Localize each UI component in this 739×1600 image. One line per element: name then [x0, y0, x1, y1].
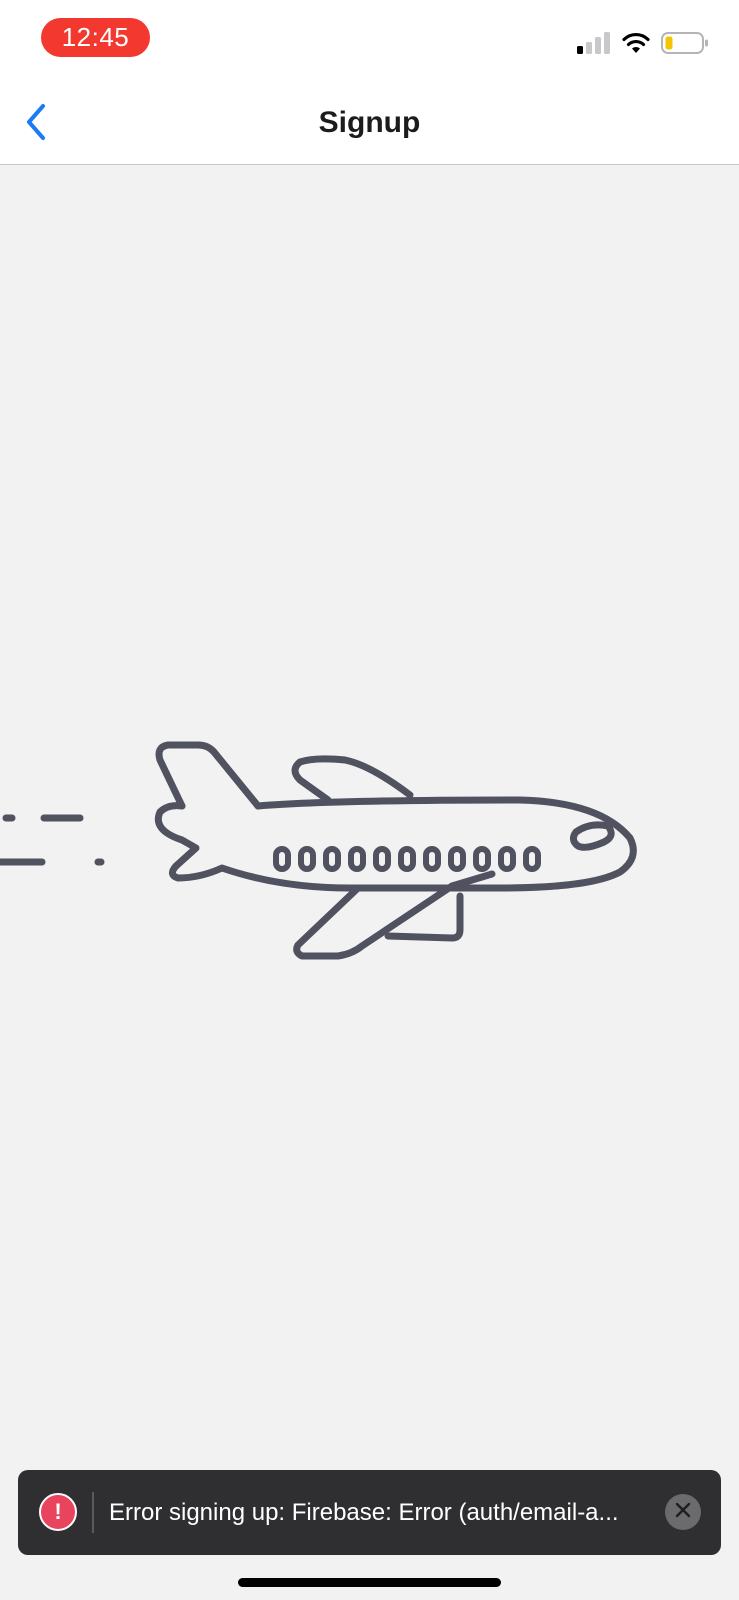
- battery-low-icon: [661, 31, 709, 60]
- back-button[interactable]: [14, 102, 58, 146]
- status-bar: 12:45: [0, 0, 739, 84]
- status-icons: [577, 30, 709, 60]
- page-title: Signup: [318, 106, 421, 139]
- wifi-icon: [621, 32, 651, 59]
- chevron-left-icon: [24, 103, 48, 146]
- error-toast: ! Error signing up: Firebase: Error (aut…: [18, 1470, 721, 1555]
- navigation-bar: Signup: [0, 84, 739, 165]
- toast-message: Error signing up: Firebase: Error (auth/…: [109, 1499, 619, 1526]
- close-icon: [675, 1502, 691, 1523]
- cellular-signal-icon: [577, 31, 611, 59]
- toast-divider: [92, 1492, 94, 1533]
- status-time: 12:45: [41, 18, 150, 57]
- airplane-icon: [0, 741, 637, 960]
- alert-circle-icon: !: [39, 1493, 77, 1531]
- toast-close-button[interactable]: [665, 1494, 701, 1530]
- airplane-illustration: [0, 740, 660, 970]
- home-indicator[interactable]: [238, 1578, 501, 1587]
